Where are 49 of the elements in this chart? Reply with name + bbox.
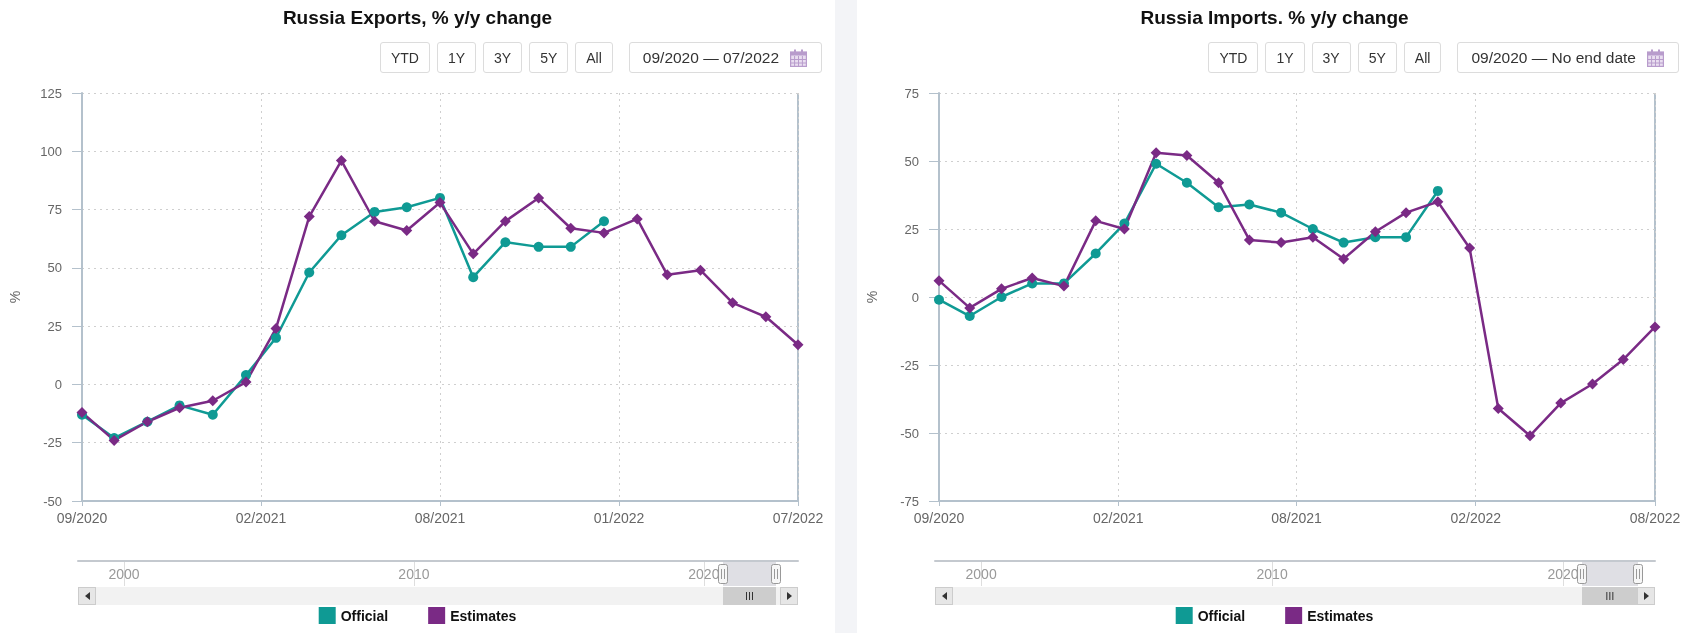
range-button: 3Y — [1311, 42, 1351, 73]
y-tick-label: 50 — [47, 260, 62, 276]
date-range-field: 09/2020 — 07/2022 — [628, 42, 822, 73]
range-button: 1Y — [1265, 42, 1305, 73]
x2-tick-label: 2010 — [1256, 566, 1288, 582]
y-tick-label: 100 — [40, 143, 62, 159]
y-tick-label: -50 — [900, 425, 919, 441]
range-button: All — [1403, 42, 1442, 73]
y-axis-title: % — [864, 290, 880, 304]
x-tick-label: 02/2022 — [1450, 510, 1502, 526]
y-tick-label: 75 — [904, 85, 919, 101]
range-button: 3Y — [483, 42, 523, 73]
range-button: All — [575, 42, 613, 73]
legend-label: Estimates — [450, 607, 517, 624]
y-tick-label: -25 — [900, 357, 919, 373]
x-tick-label: 08/2021 — [414, 510, 466, 526]
y-tick-label: -25 — [43, 435, 62, 451]
range-button: 5Y — [1357, 42, 1397, 73]
y-tick-label: -50 — [43, 493, 62, 509]
x-tick-label: 01/2022 — [593, 510, 645, 526]
range-button: 1Y — [436, 42, 476, 73]
y-tick-label: -75 — [900, 493, 919, 509]
legend-label: Official — [1197, 607, 1246, 624]
x-tick-label: 08/2022 — [1629, 510, 1681, 526]
range-button: YTD — [1208, 42, 1259, 73]
date-range-field: 09/2020 — No end date — [1457, 42, 1679, 73]
legend-label: Estimates — [1307, 607, 1374, 624]
y-tick-label: 0 — [911, 289, 919, 305]
x-tick-label: 08/2021 — [1271, 510, 1322, 526]
y-tick-label: 125 — [40, 85, 62, 101]
y-tick-label: 25 — [904, 221, 919, 237]
x2-tick-label: 2010 — [398, 566, 430, 582]
x-tick-label: 07/2022 — [772, 510, 824, 526]
chart-title: Russia Imports. % y/y change — [1140, 7, 1409, 28]
range-button: 5Y — [529, 42, 569, 73]
y-axis-title: % — [7, 290, 23, 304]
x-tick-label: 09/2020 — [56, 510, 108, 526]
legend-label: Official — [340, 607, 389, 624]
x-tick-label: 09/2020 — [913, 510, 965, 526]
x-tick-label: 02/2021 — [1092, 510, 1144, 526]
x2-tick-label: 2000 — [965, 566, 997, 582]
chart-title: Russia Exports, % y/y change — [282, 7, 553, 28]
y-tick-label: 75 — [47, 202, 62, 218]
x-tick-label: 02/2021 — [235, 510, 287, 526]
y-tick-label: 50 — [904, 153, 919, 169]
x2-tick-label: 2000 — [108, 566, 140, 582]
range-button: YTD — [379, 42, 430, 73]
y-tick-label: 0 — [54, 376, 62, 392]
y-tick-label: 25 — [47, 318, 62, 334]
